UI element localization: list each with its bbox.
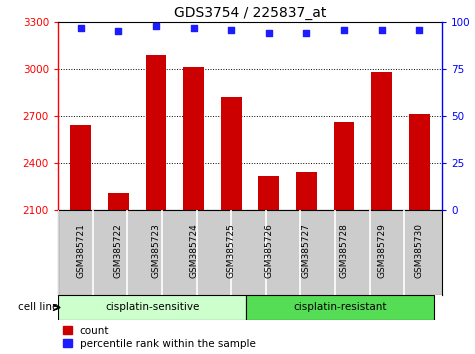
- Bar: [409, 114, 430, 210]
- Text: cisplatin-sensitive: cisplatin-sensitive: [105, 303, 200, 313]
- Bar: [145, 55, 166, 210]
- Text: GSM385725: GSM385725: [227, 223, 236, 278]
- Text: GSM385729: GSM385729: [377, 223, 386, 278]
- Point: [340, 27, 348, 32]
- Point: [303, 30, 310, 36]
- Bar: [296, 172, 317, 210]
- Text: GSM385723: GSM385723: [152, 223, 161, 278]
- Point: [265, 30, 273, 36]
- Bar: [58, 295, 246, 320]
- Text: GSM385728: GSM385728: [340, 223, 349, 278]
- Bar: [108, 193, 129, 210]
- Point: [152, 23, 160, 29]
- Point: [190, 25, 197, 30]
- Point: [228, 27, 235, 32]
- Bar: [246, 295, 435, 320]
- Text: GSM385730: GSM385730: [415, 223, 424, 278]
- Point: [114, 29, 122, 34]
- Point: [416, 27, 423, 32]
- Legend: count, percentile rank within the sample: count, percentile rank within the sample: [63, 326, 256, 349]
- Text: GSM385727: GSM385727: [302, 223, 311, 278]
- Bar: [221, 97, 241, 210]
- Bar: [183, 67, 204, 210]
- Text: cisplatin-resistant: cisplatin-resistant: [294, 303, 387, 313]
- Text: GSM385722: GSM385722: [114, 223, 123, 278]
- Text: GSM385721: GSM385721: [76, 223, 85, 278]
- Bar: [258, 176, 279, 210]
- Text: cell line: cell line: [18, 303, 58, 313]
- Text: GSM385726: GSM385726: [264, 223, 273, 278]
- Point: [77, 25, 85, 30]
- Bar: [70, 125, 91, 210]
- Bar: [371, 72, 392, 210]
- Text: GSM385724: GSM385724: [189, 223, 198, 278]
- Bar: [334, 122, 354, 210]
- Title: GDS3754 / 225837_at: GDS3754 / 225837_at: [174, 6, 326, 19]
- Point: [378, 27, 386, 32]
